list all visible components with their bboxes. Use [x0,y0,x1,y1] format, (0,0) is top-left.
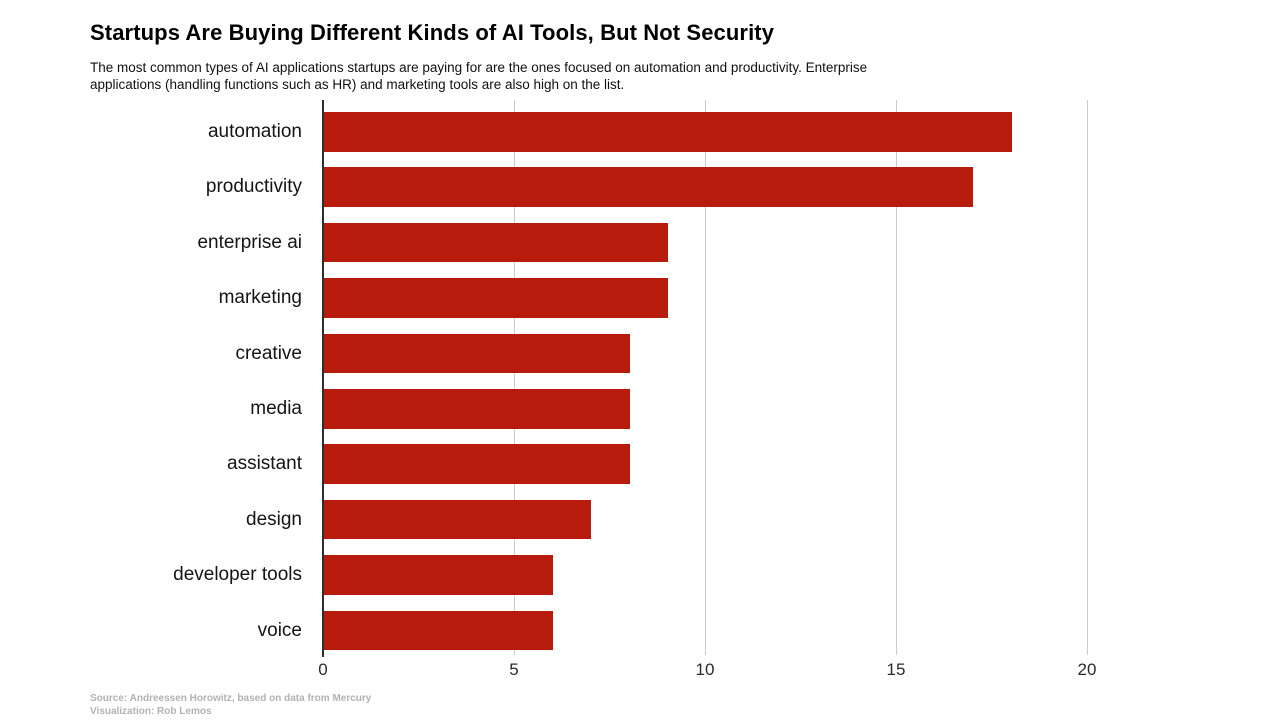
category-label: enterprise ai [197,231,302,253]
x-gridline [705,100,706,655]
category-label: marketing [218,287,302,309]
bar [324,499,592,540]
x-tick-label: 5 [509,660,519,679]
y-axis-zero-line [322,100,324,657]
category-label: design [246,508,302,530]
category-label: voice [257,619,302,641]
category-label: creative [235,342,302,364]
category-label: assistant [227,453,302,475]
x-tick-label: 10 [695,660,715,679]
bar [324,555,554,595]
source-line: Source: Andreessen Horowitz, based on da… [90,693,372,704]
bar [324,222,668,263]
x-tick-label: 0 [318,660,328,679]
x-gridline [514,100,515,655]
bar [324,333,630,374]
bar [324,112,1012,152]
x-tick-label: 15 [886,660,906,679]
source-credits: Source: Andreessen Horowitz, based on da… [90,692,371,718]
category-label: media [250,398,302,419]
bar [324,389,630,429]
x-tick-label: 20 [1077,660,1097,679]
visualization-line: Visualization: Rob Lemos [90,706,212,717]
category-label: automation [207,121,302,142]
bar [324,610,554,651]
x-gridline [896,100,897,655]
plot-area: automation productivity enterprise ai marke… [0,100,1288,657]
bar [324,167,974,207]
category-label: developer tools [173,564,302,586]
chart-subtitle: The most common types of AI applications… [90,60,868,92]
x-gridline [1087,100,1088,655]
chart-title: Startups Are Buying Different Kinds of A… [90,20,775,45]
bar [324,278,668,318]
category-label: productivity [205,176,302,198]
bar [324,444,630,484]
